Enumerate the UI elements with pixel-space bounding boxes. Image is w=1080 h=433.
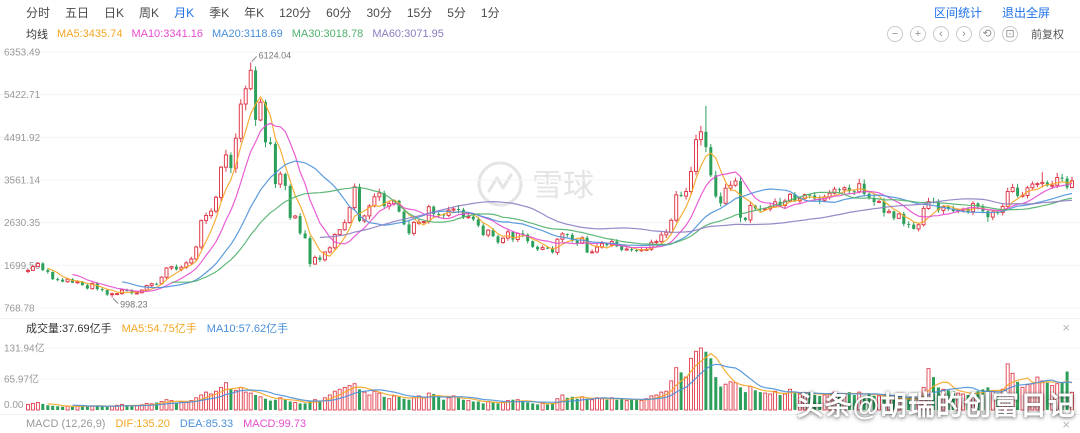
macd-legend-row: MACD (12,26,9) DIF:135.20 DEA:85.33 MACD…	[0, 414, 1080, 433]
svg-text:998.23: 998.23	[120, 299, 148, 309]
range-stats-link[interactable]: 区间统计	[933, 5, 982, 20]
price-chart-canvas[interactable]: 雪球 6353.49 5422.71 4491.92 3561.14 2630.35 169…	[0, 44, 1080, 318]
ma30-value: MA30:3018.78	[291, 28, 364, 40]
macd-pane-close-icon[interactable]: ×	[1062, 416, 1070, 432]
tab-quarter-k[interactable]: 季K	[209, 5, 230, 20]
volume-ma10-value: MA10:57.62亿手	[206, 322, 289, 335]
tab-year-k[interactable]: 年K	[244, 5, 265, 20]
svg-text:雪球: 雪球	[532, 168, 594, 203]
ma10-value: MA10:3341.16	[131, 28, 203, 40]
macd-value: MACD:99.73	[243, 418, 307, 430]
svg-text:768.78: 768.78	[4, 304, 35, 315]
toutiao-watermark: 头条@胡瑞的创富日记	[796, 391, 1076, 421]
svg-text:65.97亿: 65.97亿	[4, 373, 39, 386]
exit-fullscreen-link[interactable]: 退出全屏	[1001, 5, 1050, 20]
tab-month-k[interactable]: 月K	[174, 5, 195, 20]
macd-params: MACD (12,26,9)	[26, 418, 106, 430]
period-toolbar: 分时 五日 日K 周K 月K 季K 年K 120分 60分 30分 15分 5分…	[0, 0, 1080, 24]
tab-5day[interactable]: 五日	[65, 5, 90, 20]
svg-text:6124.04: 6124.04	[259, 51, 292, 61]
svg-text:0.00: 0.00	[4, 400, 24, 411]
zoom-out-icon[interactable]: −	[887, 26, 903, 42]
zoom-in-icon[interactable]: +	[910, 26, 926, 42]
svg-text:1699.56: 1699.56	[4, 261, 41, 272]
ma-legend-title: 均线	[26, 29, 48, 41]
ma60-value: MA60:3071.95	[372, 28, 444, 40]
tab-5min[interactable]: 5分	[447, 5, 466, 20]
svg-text:6353.49: 6353.49	[4, 48, 41, 59]
volume-ma5-value: MA5:54.75亿手	[121, 322, 197, 335]
ma-legend-row: 均线 MA5:3435.74 MA10:3341.16 MA20:3118.69…	[0, 24, 1080, 44]
svg-text:4491.92: 4491.92	[4, 133, 41, 144]
tab-week-k[interactable]: 周K	[139, 5, 160, 20]
volume-chart-canvas[interactable]: 131.94亿 65.97亿 0.00	[0, 336, 1080, 414]
macd-dif-value: DIF:135.20	[115, 418, 170, 430]
svg-text:131.94亿: 131.94亿	[4, 342, 45, 355]
svg-text:3561.14: 3561.14	[4, 176, 41, 187]
tab-30min[interactable]: 30分	[366, 5, 392, 20]
ma20-value: MA20:3118.69	[212, 28, 283, 40]
pan-right-icon[interactable]: ›	[956, 26, 972, 42]
reset-icon[interactable]: ⟲	[979, 26, 995, 42]
tab-15min[interactable]: 15分	[406, 5, 433, 20]
macd-dea-value: DEA:85.33	[179, 418, 234, 430]
tab-60min[interactable]: 60分	[326, 5, 352, 20]
tab-day-k[interactable]: 日K	[104, 5, 125, 20]
chart-controls: − + ‹ › ⟲ ⊡ 前复权	[887, 26, 1080, 42]
pan-left-icon[interactable]: ‹	[933, 26, 949, 42]
ma5-value: MA5:3435.74	[57, 28, 123, 40]
svg-text:2630.35: 2630.35	[4, 218, 41, 229]
svg-text:5422.71: 5422.71	[4, 90, 41, 101]
screenshot-icon[interactable]: ⊡	[1002, 26, 1018, 42]
toolbar-right: 区间统计 退出全屏	[934, 4, 1050, 21]
volume-pane-close-icon[interactable]: ×	[1062, 320, 1070, 335]
volume-value: 成交量:37.69亿手	[26, 322, 112, 335]
tab-1min[interactable]: 1分	[480, 5, 500, 20]
volume-legend-row: 成交量:37.69亿手 MA5:54.75亿手 MA10:57.62亿手 ×	[0, 318, 1080, 336]
adjust-mode-button[interactable]: 前复权	[1031, 29, 1064, 41]
tab-realtime[interactable]: 分时	[26, 5, 51, 20]
tab-120min[interactable]: 120分	[279, 5, 312, 20]
